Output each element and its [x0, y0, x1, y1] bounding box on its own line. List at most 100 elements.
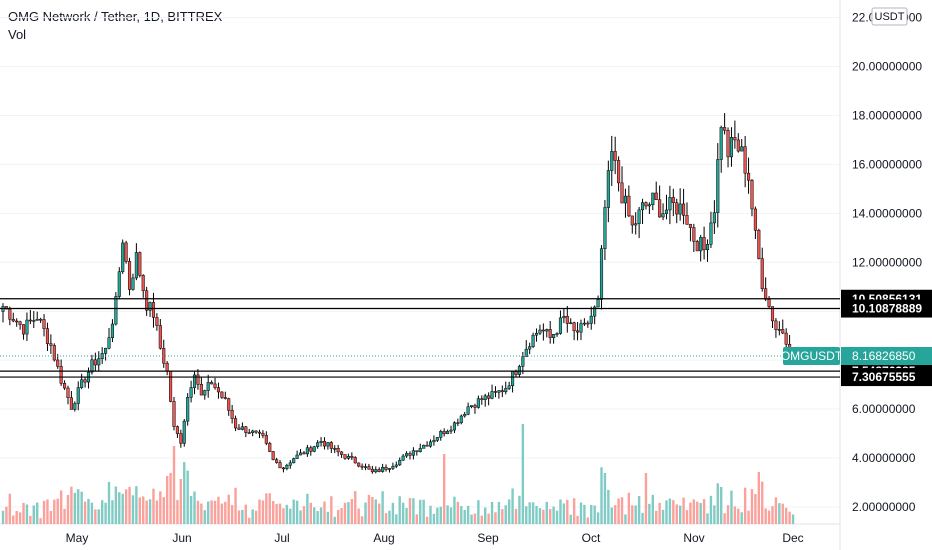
candle-body — [637, 209, 641, 224]
volume-bar — [15, 510, 18, 524]
volume-bar — [193, 491, 196, 524]
candle-body — [93, 359, 97, 366]
volume-bar — [176, 500, 179, 524]
time-tick-label: Oct — [582, 531, 601, 545]
candle-body — [726, 130, 730, 158]
candle-body — [370, 468, 374, 473]
volume-bar — [142, 496, 145, 524]
candle-body — [767, 299, 771, 307]
volume-bar — [268, 493, 271, 524]
price-tick-label: 2.00000000 — [852, 500, 916, 514]
candle-body — [569, 322, 573, 325]
candle-body — [199, 384, 203, 396]
candle-body — [483, 395, 487, 400]
volume-bar — [453, 496, 456, 524]
volume-bar — [271, 501, 275, 524]
candle-body — [511, 371, 515, 386]
volume-bar — [53, 499, 56, 524]
candle-body — [257, 431, 262, 434]
volume-bar — [665, 500, 668, 524]
time-axis[interactable]: May Jun Jul Aug Sep Oct Nov Dec — [66, 531, 804, 545]
candle-body — [733, 137, 737, 141]
candle-body — [360, 465, 364, 468]
candle-body — [83, 379, 87, 383]
symbol-tag-label: OMGUSDT — [781, 349, 843, 363]
volume-bar — [668, 498, 672, 524]
volume-bar — [336, 509, 340, 524]
candle-body — [685, 215, 689, 225]
candle-body — [603, 207, 607, 249]
volume-bar — [678, 505, 682, 524]
candle-body — [134, 252, 138, 279]
candle-body — [425, 444, 429, 447]
volume-bar — [165, 476, 169, 524]
candle-body — [514, 371, 518, 375]
volume-bar — [39, 518, 42, 524]
candle-body — [141, 275, 145, 292]
volume-bar — [292, 499, 295, 524]
candle-body — [90, 359, 94, 373]
volume-bar — [641, 512, 644, 524]
volume-bar — [230, 505, 234, 524]
volume-bar — [419, 499, 422, 524]
volume-bar — [706, 513, 709, 524]
candle-body — [377, 469, 381, 472]
volume-bar — [278, 503, 282, 524]
volume-bar — [470, 514, 473, 524]
volume-bar — [784, 507, 788, 524]
candle-body — [473, 405, 477, 408]
candle-body — [45, 328, 50, 344]
volume-bar — [518, 495, 521, 524]
price-tick-label: 16.00000000 — [852, 157, 922, 171]
candle-body — [240, 426, 244, 430]
candle-body — [175, 426, 179, 434]
volume-bar — [155, 500, 159, 524]
candle-body — [668, 197, 672, 211]
time-tick-label: Aug — [373, 531, 394, 545]
volume-bar — [172, 446, 176, 524]
candle-body — [750, 179, 754, 210]
volume-bar — [316, 511, 319, 524]
volume-bar — [18, 512, 22, 524]
volume-bar — [497, 501, 501, 524]
price-axis[interactable]: 2.000000004.000000006.000000008.00000000… — [841, 7, 932, 514]
candle-body — [644, 202, 648, 207]
candle-body — [651, 192, 655, 206]
volume-bar — [634, 505, 637, 524]
volume-bar — [83, 501, 87, 524]
candle-body — [295, 454, 299, 459]
last-price-tag[interactable] — [841, 347, 932, 366]
volume-bar — [107, 482, 111, 524]
level-price-tag[interactable] — [841, 299, 932, 318]
volume-bar — [162, 497, 165, 524]
volume-bar — [429, 505, 432, 524]
candle-body — [517, 366, 521, 375]
candle-body — [555, 333, 559, 335]
volume-bar — [56, 498, 59, 524]
candle-body — [504, 388, 508, 393]
volume-bar — [148, 499, 152, 524]
volume-bar — [32, 505, 35, 524]
candle-body — [182, 420, 186, 444]
candle-body — [288, 462, 292, 466]
volume-bar — [781, 503, 784, 524]
candle-body — [264, 435, 268, 444]
volume-bar — [644, 473, 648, 524]
volume-bar — [77, 489, 80, 524]
volume-bar — [299, 510, 302, 524]
volume-bar — [771, 506, 774, 524]
volume-bar — [111, 500, 114, 524]
candle-body — [305, 447, 309, 455]
candle-body — [367, 466, 371, 470]
candle-body — [391, 466, 395, 469]
level-price-tag[interactable] — [841, 368, 932, 387]
candle-body — [558, 317, 563, 334]
horizontal-levels[interactable]: OMGUSDT — [0, 298, 843, 378]
volume-bar — [456, 501, 460, 524]
volume-bar — [36, 502, 39, 524]
volume-bar — [189, 496, 193, 524]
candle-body — [398, 459, 402, 466]
volume-bar — [388, 510, 391, 524]
currency-badge[interactable] — [871, 7, 908, 26]
